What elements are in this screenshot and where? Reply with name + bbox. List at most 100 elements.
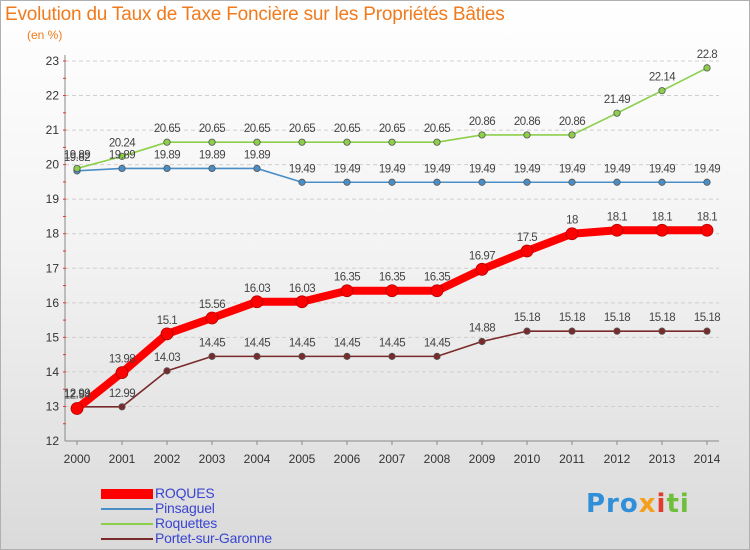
- data-point: [388, 138, 396, 146]
- legend-label: Pinsaguel: [155, 500, 215, 516]
- data-label: 20.65: [199, 123, 225, 135]
- data-label: 14.45: [244, 337, 270, 349]
- legend-label: Portet-sur-Garonne: [155, 530, 273, 546]
- data-point: [73, 164, 81, 173]
- x-tick-label: 2002: [154, 452, 181, 466]
- data-point: [250, 295, 264, 309]
- data-point: [253, 352, 261, 360]
- proxiti-logo: Proxiti: [586, 489, 690, 519]
- data-label: 19.49: [334, 163, 360, 175]
- data-point: [163, 138, 171, 146]
- data-label: 20.65: [424, 123, 450, 135]
- x-tick-label: 2003: [199, 452, 226, 466]
- data-point: [610, 223, 624, 237]
- x-tick-label: 2005: [289, 452, 316, 466]
- data-point: [703, 327, 711, 335]
- data-label: 13.98: [109, 354, 135, 366]
- data-label: 19.89: [199, 149, 225, 161]
- data-label: 17.5: [517, 232, 537, 244]
- logo-part: Pro: [586, 489, 639, 519]
- data-label: 14.45: [379, 337, 405, 349]
- legend-swatch: [101, 537, 153, 540]
- data-label: 19.49: [469, 163, 495, 175]
- data-label: 19.89: [244, 149, 270, 161]
- data-label: 22.14: [649, 72, 676, 84]
- data-label: 20.65: [334, 123, 360, 135]
- x-tick-label: 2006: [334, 452, 361, 466]
- legend-swatch: [101, 488, 153, 499]
- y-tick-label: 16: [46, 296, 60, 310]
- data-point: [385, 284, 399, 298]
- data-point: [700, 223, 714, 237]
- data-point: [340, 284, 354, 298]
- data-point: [298, 138, 306, 146]
- data-label: 12.99: [109, 388, 135, 400]
- data-point: [475, 262, 489, 276]
- legend-swatch: [101, 507, 153, 510]
- data-point: [388, 352, 396, 360]
- data-label: 19.89: [109, 149, 135, 161]
- data-point: [613, 109, 621, 117]
- y-tick-label: 14: [46, 365, 60, 379]
- data-label: 14.45: [199, 337, 225, 349]
- data-point: [523, 327, 531, 335]
- data-label: 16.35: [379, 272, 405, 284]
- data-label: 19.49: [424, 163, 450, 175]
- data-point: [298, 178, 306, 186]
- x-tick-label: 2014: [694, 452, 721, 466]
- chart-title: Evolution du Taux de Taxe Foncière sur l…: [5, 4, 505, 25]
- logo-part: x: [638, 489, 657, 519]
- data-label: 19.49: [559, 163, 585, 175]
- legend-swatch: [101, 522, 153, 525]
- data-point: [115, 366, 129, 380]
- data-label: 14.45: [289, 337, 315, 349]
- data-point: [70, 402, 84, 415]
- y-tick-label: 21: [46, 123, 60, 137]
- data-point: [658, 178, 666, 186]
- data-label: 15.18: [559, 312, 585, 324]
- x-tick-label: 2007: [379, 452, 406, 466]
- x-tick-label: 2010: [514, 452, 541, 466]
- data-point: [208, 352, 216, 360]
- data-label: 14.88: [469, 323, 495, 335]
- data-label: 16.03: [244, 283, 270, 295]
- data-point: [478, 131, 486, 139]
- data-point: [253, 138, 261, 146]
- data-label: 19.49: [649, 163, 675, 175]
- x-tick-label: 2012: [604, 452, 631, 466]
- y-tick-label: 19: [46, 192, 60, 206]
- data-label: 19.89: [64, 149, 90, 161]
- data-label: 20.65: [379, 123, 405, 135]
- data-point: [118, 403, 126, 411]
- data-point: [295, 295, 309, 309]
- data-point: [703, 178, 711, 186]
- data-label: 20.65: [289, 123, 315, 135]
- y-tick-label: 15: [46, 330, 60, 344]
- x-tick-label: 2004: [244, 452, 271, 466]
- y-tick-label: 18: [46, 227, 60, 241]
- data-label: 15.18: [694, 312, 720, 324]
- data-point: [430, 284, 444, 298]
- data-point: [160, 327, 174, 341]
- data-point: [388, 178, 396, 186]
- data-point: [253, 164, 261, 173]
- data-label: 15.18: [604, 312, 630, 324]
- data-point: [523, 131, 531, 139]
- data-label: 16.35: [334, 272, 360, 284]
- data-point: [703, 64, 711, 72]
- data-label: 22.8: [697, 49, 717, 61]
- x-tick-label: 2008: [424, 452, 451, 466]
- data-label: 20.86: [514, 116, 540, 128]
- data-point: [433, 138, 441, 146]
- data-point: [118, 164, 126, 173]
- data-point: [298, 352, 306, 360]
- data-label: 16.35: [424, 272, 450, 284]
- data-label: 21.49: [604, 94, 630, 106]
- data-point: [658, 87, 666, 95]
- y-tick-label: 17: [46, 261, 60, 275]
- data-label: 14.45: [424, 337, 450, 349]
- data-point: [118, 152, 126, 160]
- chart-unit-label: (en %): [27, 28, 63, 42]
- data-point: [568, 178, 576, 186]
